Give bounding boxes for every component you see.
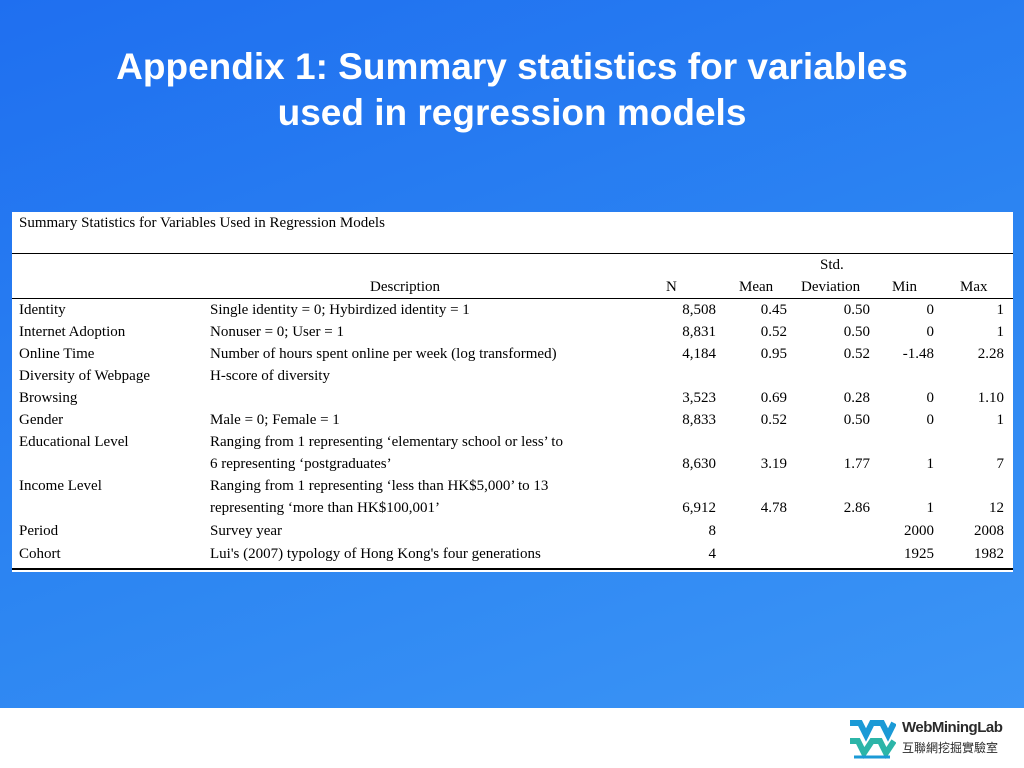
cell-description: Male = 0; Female = 1 bbox=[210, 412, 340, 428]
cell-variable: Browsing bbox=[19, 390, 78, 406]
cell-min: 0 bbox=[926, 324, 935, 340]
cell-max: 1 bbox=[996, 302, 1005, 318]
cell-description: H-score of diversity bbox=[210, 368, 330, 384]
cell-n: 6,912 bbox=[682, 500, 716, 516]
table-top-rule bbox=[12, 253, 1013, 254]
cell-variable: Income Level bbox=[19, 478, 102, 494]
table-row: Period Survey year 8 2000 2008 bbox=[12, 522, 1013, 544]
cell-variable: Period bbox=[19, 523, 59, 539]
cell-variable: Cohort bbox=[19, 546, 61, 562]
cell-description: Ranging from 1 representing ‘elementary … bbox=[210, 434, 563, 450]
cell-std-deviation: 0.52 bbox=[843, 346, 870, 362]
cell-description: Ranging from 1 representing ‘less than H… bbox=[210, 478, 549, 494]
cell-mean: 3.19 bbox=[760, 456, 787, 472]
summary-statistics-table: Summary Statistics for Variables Used in… bbox=[12, 212, 1013, 572]
cell-min: 0 bbox=[926, 302, 935, 318]
cell-min: 2000 bbox=[904, 523, 934, 539]
cell-max: 12 bbox=[989, 500, 1004, 516]
cell-min: 1 bbox=[926, 456, 935, 472]
cell-std-deviation: 0.28 bbox=[843, 390, 870, 406]
cell-n: 8,831 bbox=[682, 324, 716, 340]
cell-variable: Identity bbox=[19, 302, 66, 318]
web-mining-lab-logo: WebMiningLab 互聯網挖掘實驗室 bbox=[848, 717, 1018, 761]
header-std-line-2: Deviation bbox=[801, 279, 861, 295]
table-row: Identity Single identity = 0; Hybirdized… bbox=[12, 301, 1013, 323]
lab-logo-icon bbox=[850, 720, 896, 759]
table-row: Internet Adoption Nonuser = 0; User = 1 … bbox=[12, 323, 1013, 345]
table-row: Cohort Lui's (2007) typology of Hong Kon… bbox=[12, 545, 1013, 567]
header-std-line-1: Std. bbox=[820, 257, 844, 273]
cell-std-deviation: 0.50 bbox=[843, 412, 870, 428]
table-row: Educational Level Ranging from 1 represe… bbox=[12, 433, 1013, 455]
cell-n: 3,523 bbox=[682, 390, 716, 406]
table-row: Diversity of Webpage H-score of diversit… bbox=[12, 367, 1013, 389]
cell-variable: Diversity of Webpage bbox=[19, 368, 150, 384]
table-row: 6 representing ‘postgraduates’ 8,630 3.1… bbox=[12, 455, 1013, 477]
cell-max: 1982 bbox=[974, 546, 1004, 562]
cell-n: 4 bbox=[708, 546, 717, 562]
table-row: representing ‘more than HK$100,001’ 6,91… bbox=[12, 499, 1013, 521]
cell-n: 8,508 bbox=[682, 302, 716, 318]
header-description: Description bbox=[370, 279, 440, 295]
table-bottom-rule bbox=[12, 568, 1013, 570]
slide-title-line-2: used in regression models bbox=[277, 92, 747, 133]
table-row: Income Level Ranging from 1 representing… bbox=[12, 477, 1013, 499]
header-max: Max bbox=[960, 279, 988, 295]
cell-description: 6 representing ‘postgraduates’ bbox=[210, 456, 392, 472]
cell-mean: 4.78 bbox=[760, 500, 787, 516]
cell-n: 8,630 bbox=[682, 456, 716, 472]
slide-title: Appendix 1: Summary statistics for varia… bbox=[0, 44, 1024, 136]
cell-description: Lui's (2007) typology of Hong Kong's fou… bbox=[210, 546, 541, 562]
header-mean: Mean bbox=[739, 279, 774, 295]
cell-min: -1.48 bbox=[902, 346, 934, 362]
cell-mean: 0.52 bbox=[760, 412, 787, 428]
logo-name-chinese: 互聯網挖掘實驗室 bbox=[902, 741, 999, 755]
cell-max: 2.28 bbox=[977, 346, 1004, 362]
cell-variable: Online Time bbox=[19, 346, 95, 362]
table-row: Gender Male = 0; Female = 1 8,833 0.52 0… bbox=[12, 411, 1013, 433]
cell-std-deviation: 2.86 bbox=[843, 500, 870, 516]
cell-max: 7 bbox=[996, 456, 1005, 472]
footer-bar: WebMiningLab 互聯網挖掘實驗室 bbox=[0, 708, 1024, 768]
cell-mean: 0.69 bbox=[760, 390, 787, 406]
cell-std-deviation: 1.77 bbox=[843, 456, 870, 472]
cell-n: 8 bbox=[708, 523, 717, 539]
cell-max: 1.10 bbox=[977, 390, 1004, 406]
cell-variable: Internet Adoption bbox=[19, 324, 126, 340]
logo-name-english: WebMiningLab bbox=[902, 719, 1003, 736]
cell-min: 0 bbox=[926, 390, 935, 406]
cell-n: 8,833 bbox=[682, 412, 716, 428]
cell-description: Number of hours spent online per week (l… bbox=[210, 346, 557, 362]
cell-mean: 0.52 bbox=[760, 324, 787, 340]
cell-description: Survey year bbox=[210, 523, 283, 539]
table-row: Online Time Number of hours spent online… bbox=[12, 345, 1013, 367]
header-min: Min bbox=[892, 279, 918, 295]
table-header-rule bbox=[12, 298, 1013, 299]
cell-max: 2008 bbox=[974, 523, 1004, 539]
cell-std-deviation: 0.50 bbox=[843, 302, 870, 318]
cell-variable: Educational Level bbox=[19, 434, 129, 450]
cell-min: 1 bbox=[926, 500, 935, 516]
cell-description: Single identity = 0; Hybirdized identity… bbox=[210, 302, 470, 318]
cell-max: 1 bbox=[996, 412, 1005, 428]
cell-n: 4,184 bbox=[682, 346, 716, 362]
cell-min: 1925 bbox=[904, 546, 934, 562]
cell-variable: Gender bbox=[19, 412, 64, 428]
cell-description: representing ‘more than HK$100,001’ bbox=[210, 500, 440, 516]
cell-std-deviation: 0.50 bbox=[843, 324, 870, 340]
cell-description: Nonuser = 0; User = 1 bbox=[210, 324, 344, 340]
header-n: N bbox=[666, 279, 677, 295]
cell-min: 0 bbox=[926, 412, 935, 428]
table-row: Browsing 3,523 0.69 0.28 0 1.10 bbox=[12, 389, 1013, 411]
slide-title-line-1: Appendix 1: Summary statistics for varia… bbox=[116, 46, 908, 87]
table-caption: Summary Statistics for Variables Used in… bbox=[19, 215, 385, 231]
cell-mean: 0.95 bbox=[760, 346, 787, 362]
cell-mean: 0.45 bbox=[760, 302, 787, 318]
cell-max: 1 bbox=[996, 324, 1005, 340]
